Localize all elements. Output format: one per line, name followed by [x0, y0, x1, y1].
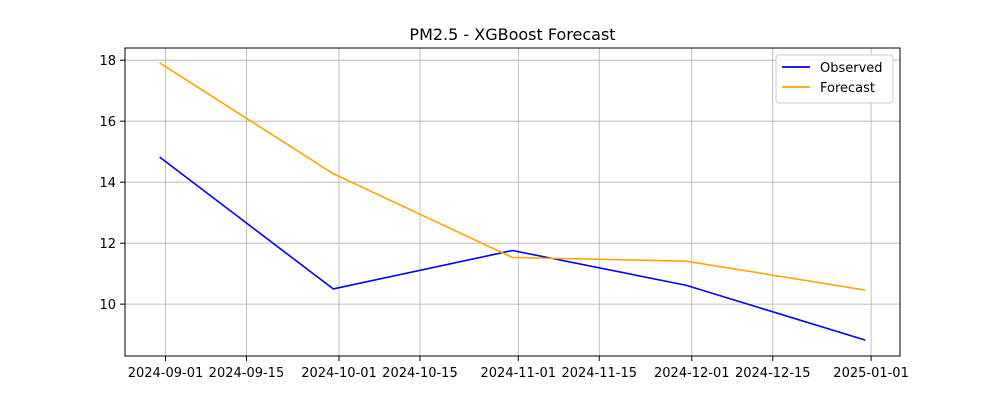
x-tick-label: 2024-11-15 [561, 366, 637, 381]
x-tick-label: 2024-12-01 [654, 366, 730, 381]
legend-label-observed: Observed [820, 61, 883, 76]
y-axis: 10 12 14 16 18 [99, 54, 125, 313]
series-line-observed [159, 156, 866, 341]
x-tick-label: 2024-10-01 [301, 366, 377, 381]
y-tick-label: 18 [99, 54, 116, 69]
series-line-forecast [159, 62, 866, 291]
legend-label-forecast: Forecast [820, 81, 875, 96]
x-tick-label: 2024-09-01 [128, 366, 204, 381]
y-tick-label: 16 [99, 115, 116, 130]
x-tick-label: 2024-11-01 [481, 366, 557, 381]
x-tick-label: 2024-12-15 [735, 366, 811, 381]
grid [125, 48, 900, 356]
series-layer [159, 62, 866, 341]
legend: Observed Forecast [775, 54, 894, 104]
plot-frame [124, 47, 901, 357]
chart-title: PM2.5 - XGBoost Forecast [409, 25, 615, 44]
x-tick-label: 2025-01-01 [833, 366, 909, 381]
x-tick-label: 2024-10-15 [382, 366, 458, 381]
x-axis: 2024-09-01 2024-09-15 2024-10-01 2024-10-15… [128, 356, 909, 381]
y-tick-label: 14 [99, 176, 116, 191]
y-tick-label: 12 [99, 237, 116, 252]
x-tick-label: 2024-09-15 [209, 366, 285, 381]
y-tick-label: 10 [99, 298, 116, 313]
